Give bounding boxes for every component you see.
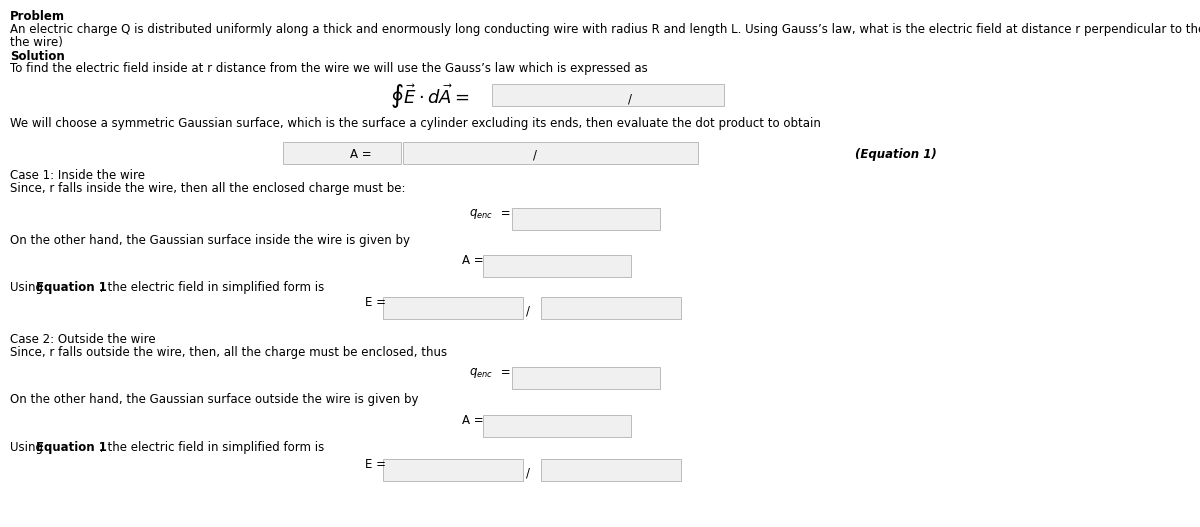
Text: A =: A = [350, 148, 372, 161]
Text: E =: E = [365, 296, 386, 309]
Text: To find the electric field inside at r distance from the wire we will use the Ga: To find the electric field inside at r d… [10, 62, 648, 75]
Text: An electric charge Q is distributed uniformly along a thick and enormously long : An electric charge Q is distributed unif… [10, 23, 1200, 36]
Text: Since, r falls inside the wire, then all the enclosed charge must be:: Since, r falls inside the wire, then all… [10, 182, 406, 195]
FancyBboxPatch shape [482, 415, 631, 437]
Text: Using: Using [10, 281, 47, 294]
FancyBboxPatch shape [383, 459, 523, 481]
Text: We will choose a symmetric Gaussian surface, which is the surface a cylinder exc: We will choose a symmetric Gaussian surf… [10, 117, 821, 130]
Text: =: = [497, 366, 511, 379]
Text: /: / [628, 92, 632, 105]
FancyBboxPatch shape [492, 84, 724, 106]
Text: (Equation 1): (Equation 1) [854, 148, 937, 161]
Text: =: = [497, 207, 511, 220]
FancyBboxPatch shape [541, 297, 682, 319]
Text: /: / [526, 466, 530, 479]
Text: Problem: Problem [10, 10, 65, 23]
Text: , the electric field in simplified form is: , the electric field in simplified form … [100, 441, 324, 454]
Text: Solution: Solution [10, 50, 65, 63]
FancyBboxPatch shape [403, 142, 698, 164]
Text: the wire): the wire) [10, 36, 62, 49]
Text: A =: A = [462, 254, 484, 267]
Text: Equation 1: Equation 1 [36, 441, 107, 454]
Text: On the other hand, the Gaussian surface outside the wire is given by: On the other hand, the Gaussian surface … [10, 393, 419, 406]
FancyBboxPatch shape [512, 367, 660, 389]
Text: $\oint\vec{E}\cdot d\vec{A}=$: $\oint\vec{E}\cdot d\vec{A}=$ [390, 82, 469, 110]
FancyBboxPatch shape [512, 208, 660, 230]
FancyBboxPatch shape [482, 255, 631, 277]
FancyBboxPatch shape [383, 297, 523, 319]
FancyBboxPatch shape [283, 142, 401, 164]
Text: $q_{enc}$: $q_{enc}$ [469, 207, 493, 221]
Text: $q_{enc}$: $q_{enc}$ [469, 366, 493, 380]
Text: Case 1: Inside the wire: Case 1: Inside the wire [10, 169, 145, 182]
Text: On the other hand, the Gaussian surface inside the wire is given by: On the other hand, the Gaussian surface … [10, 234, 410, 247]
Text: E =: E = [365, 458, 386, 471]
Text: Using: Using [10, 441, 47, 454]
Text: Case 2: Outside the wire: Case 2: Outside the wire [10, 333, 156, 346]
Text: Equation 1: Equation 1 [36, 281, 107, 294]
Text: A =: A = [462, 414, 484, 427]
Text: , the electric field in simplified form is: , the electric field in simplified form … [100, 281, 324, 294]
Text: /: / [526, 304, 530, 317]
Text: /: / [533, 148, 538, 161]
FancyBboxPatch shape [541, 459, 682, 481]
Text: Since, r falls outside the wire, then, all the charge must be enclosed, thus: Since, r falls outside the wire, then, a… [10, 346, 448, 359]
